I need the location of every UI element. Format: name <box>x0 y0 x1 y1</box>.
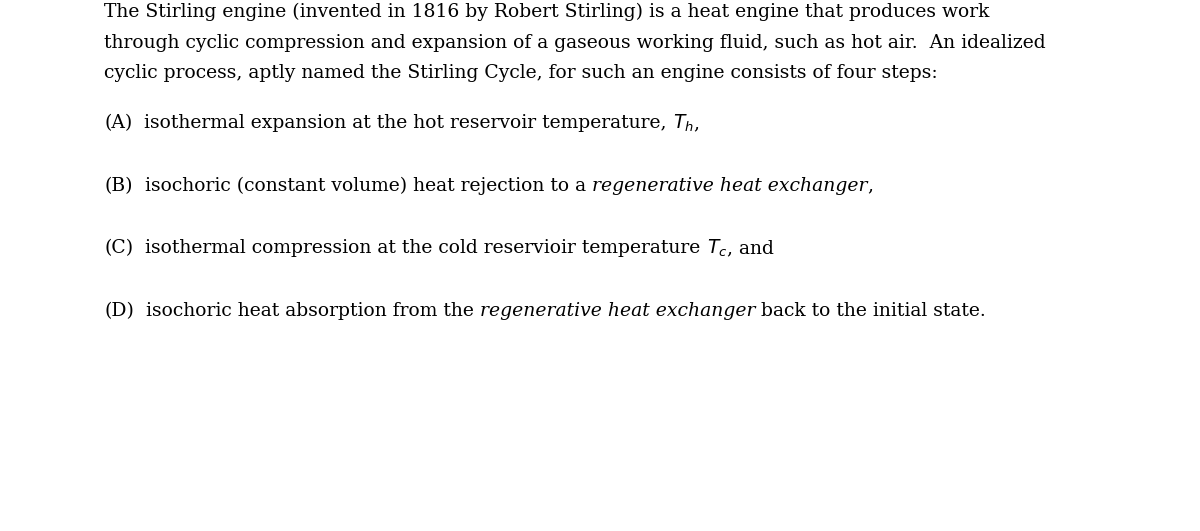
Text: The Stirling engine (invented in 1816 by Robert Stirling) is a heat engine that : The Stirling engine (invented in 1816 by… <box>104 3 990 21</box>
Text: (A): (A) <box>104 114 132 132</box>
Text: (D): (D) <box>104 302 134 320</box>
Text: ,: , <box>868 177 874 195</box>
Text: isochoric (constant volume) heat rejection to a: isochoric (constant volume) heat rejecti… <box>133 176 592 195</box>
Text: cyclic process, aptly named the Stirling Cycle, for such an engine consists of f: cyclic process, aptly named the Stirling… <box>104 64 937 82</box>
Text: regenerative heat exchanger: regenerative heat exchanger <box>592 177 868 195</box>
Text: $T_{c}$: $T_{c}$ <box>707 237 727 259</box>
Text: through cyclic compression and expansion of a gaseous working fluid, such as hot: through cyclic compression and expansion… <box>104 33 1045 52</box>
Text: isochoric heat absorption from the: isochoric heat absorption from the <box>134 302 480 320</box>
Text: isothermal expansion at the hot reservoir temperature,: isothermal expansion at the hot reservoi… <box>132 114 673 132</box>
Text: regenerative heat exchanger: regenerative heat exchanger <box>480 302 756 320</box>
Text: , and: , and <box>727 239 774 257</box>
Text: (B): (B) <box>104 177 133 195</box>
Text: isothermal compression at the cold reservioir temperature: isothermal compression at the cold reser… <box>133 239 707 257</box>
Text: back to the initial state.: back to the initial state. <box>756 302 986 320</box>
Text: (C): (C) <box>104 239 133 257</box>
Text: ,: , <box>694 114 700 132</box>
Text: $T_{h}$: $T_{h}$ <box>673 112 694 133</box>
